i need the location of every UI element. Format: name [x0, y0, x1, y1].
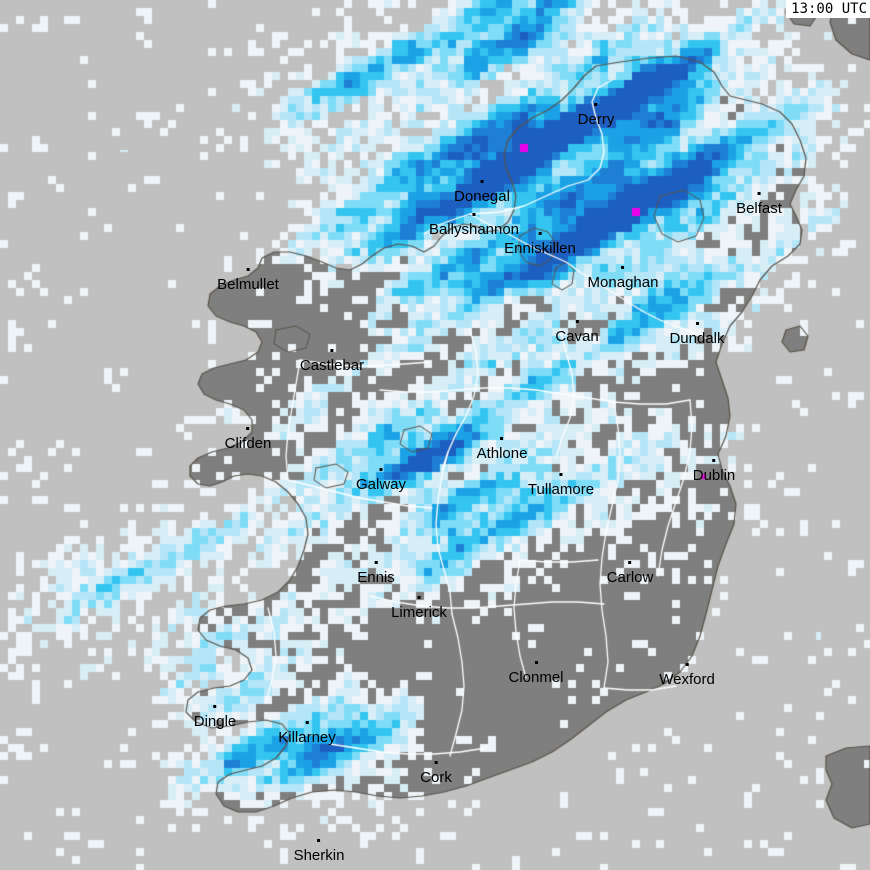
- city-name-text: Athlone: [476, 445, 528, 462]
- city-marker-dot-icon: [434, 761, 438, 764]
- city-marker-dot-icon: [374, 561, 378, 564]
- city-label-wexford: Wexford: [659, 663, 715, 688]
- city-marker-dot-icon: [685, 663, 689, 666]
- city-label-dublin: Dublin: [692, 459, 736, 484]
- timestamp-label: 13:00 UTC: [786, 0, 870, 18]
- city-marker-dot-icon: [534, 661, 538, 664]
- city-label-athlone: Athlone: [476, 437, 528, 462]
- city-label-monaghan: Monaghan: [587, 266, 659, 291]
- city-name-text: Dingle: [193, 713, 237, 730]
- city-label-tullamore: Tullamore: [527, 473, 595, 498]
- city-label-cavan: Cavan: [555, 320, 599, 345]
- city-marker-dot-icon: [246, 268, 250, 271]
- city-label-galway: Galway: [355, 468, 407, 493]
- city-name-text: Galway: [355, 476, 407, 493]
- city-name-text: Dundalk: [669, 330, 725, 347]
- city-marker-dot-icon: [305, 721, 309, 724]
- city-marker-dot-icon: [379, 468, 383, 471]
- city-name-text: Wexford: [659, 671, 715, 688]
- city-name-text: Enniskillen: [504, 240, 576, 257]
- city-marker-dot-icon: [559, 473, 563, 476]
- city-label-carlow: Carlow: [606, 561, 654, 586]
- city-marker-dot-icon: [330, 349, 334, 352]
- city-marker-dot-icon: [246, 427, 250, 430]
- city-marker-dot-icon: [317, 839, 321, 842]
- city-label-dundalk: Dundalk: [669, 322, 725, 347]
- city-name-text: Monaghan: [587, 274, 659, 291]
- city-marker-dot-icon: [472, 213, 476, 216]
- city-label-dingle: Dingle: [193, 705, 237, 730]
- city-name-text: Killarney: [278, 729, 336, 746]
- city-marker-dot-icon: [621, 266, 625, 269]
- city-name-text: Limerick: [391, 604, 447, 621]
- city-name-text: Castlebar: [299, 357, 365, 374]
- city-label-killarney: Killarney: [278, 721, 336, 746]
- city-marker-dot-icon: [213, 705, 217, 708]
- city-name-text: Dublin: [692, 467, 736, 484]
- city-label-enniskillen: Enniskillen: [504, 232, 576, 257]
- city-marker-dot-icon: [712, 459, 716, 462]
- city-marker-dot-icon: [628, 561, 632, 564]
- city-name-text: Clonmel: [508, 669, 564, 686]
- city-label-belfast: Belfast: [736, 192, 782, 217]
- city-name-text: Cork: [420, 769, 452, 786]
- city-label-cork: Cork: [420, 761, 452, 786]
- city-label-ballyshannon: Ballyshannon: [428, 213, 520, 238]
- city-name-text: Derry: [577, 111, 615, 128]
- city-name-text: Clifden: [224, 435, 272, 452]
- city-label-clifden: Clifden: [224, 427, 272, 452]
- city-label-derry: Derry: [577, 103, 615, 128]
- city-marker-dot-icon: [575, 320, 579, 323]
- city-label-ennis: Ennis: [357, 561, 395, 586]
- city-name-text: Sherkin: [293, 847, 345, 864]
- city-label-donegal: Donegal: [454, 180, 510, 205]
- city-name-text: Tullamore: [527, 481, 595, 498]
- city-name-text: Belfast: [736, 200, 782, 217]
- city-label-castlebar: Castlebar: [299, 349, 365, 374]
- city-label-sherkin: Sherkin: [293, 839, 345, 864]
- city-marker-dot-icon: [594, 103, 598, 106]
- city-name-text: Belmullet: [217, 276, 279, 293]
- city-name-text: Cavan: [555, 328, 599, 345]
- city-name-text: Donegal: [454, 188, 510, 205]
- city-marker-dot-icon: [757, 192, 761, 195]
- city-name-text: Ballyshannon: [428, 221, 520, 238]
- city-marker-dot-icon: [695, 322, 699, 325]
- city-label-limerick: Limerick: [391, 596, 447, 621]
- city-name-text: Ennis: [357, 569, 395, 586]
- city-label-belmullet: Belmullet: [217, 268, 279, 293]
- city-name-text: Carlow: [606, 569, 654, 586]
- city-marker-dot-icon: [538, 232, 542, 235]
- city-marker-dot-icon: [480, 180, 484, 183]
- city-marker-dot-icon: [500, 437, 504, 440]
- city-marker-dot-icon: [417, 596, 421, 599]
- city-label-clonmel: Clonmel: [508, 661, 564, 686]
